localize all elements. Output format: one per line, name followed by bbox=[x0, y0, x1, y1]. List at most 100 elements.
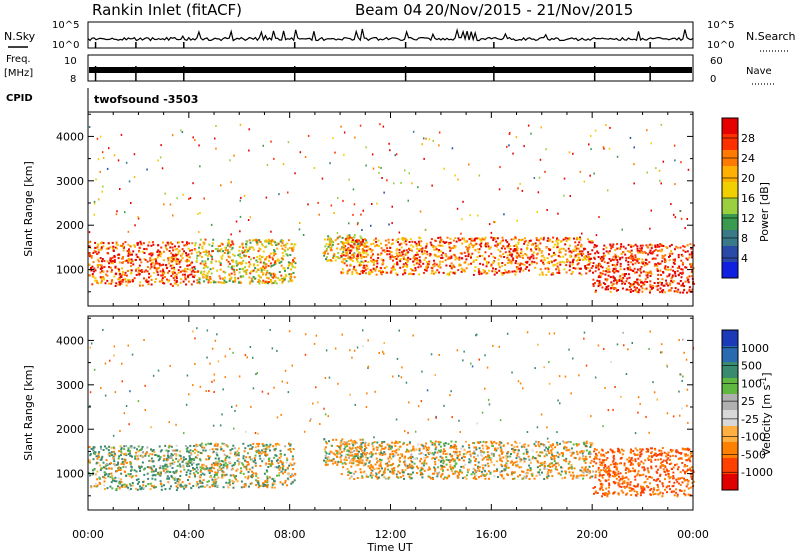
range-cell bbox=[433, 254, 436, 257]
range-cell bbox=[189, 459, 192, 462]
range-cell bbox=[115, 480, 118, 483]
range-cell bbox=[164, 463, 167, 466]
range-cell bbox=[461, 218, 463, 221]
range-cell bbox=[219, 250, 222, 253]
range-cell bbox=[133, 175, 136, 178]
range-cell bbox=[356, 255, 359, 258]
range-cell bbox=[138, 269, 141, 272]
range-cell bbox=[212, 250, 214, 252]
range-cell bbox=[245, 262, 248, 265]
range-cell bbox=[405, 253, 408, 256]
range-cell bbox=[128, 250, 131, 253]
range-cell bbox=[111, 479, 114, 482]
range-cell bbox=[219, 262, 222, 265]
range-cell bbox=[460, 447, 463, 450]
range-cell bbox=[537, 247, 540, 249]
range-cell bbox=[344, 258, 347, 260]
range-cell bbox=[669, 284, 671, 287]
range-cell bbox=[226, 252, 229, 255]
range-cell bbox=[663, 284, 666, 287]
range-cell bbox=[266, 444, 269, 447]
range-cell bbox=[225, 481, 228, 484]
range-cell bbox=[570, 463, 573, 466]
range-cell bbox=[263, 269, 266, 271]
range-cell bbox=[642, 281, 644, 284]
range-cell bbox=[93, 485, 96, 488]
range-cell bbox=[323, 251, 326, 254]
range-cell bbox=[408, 247, 410, 250]
range-cell bbox=[119, 454, 122, 457]
range-cell bbox=[556, 262, 559, 265]
range-cell bbox=[169, 264, 172, 267]
range-cell bbox=[171, 449, 174, 452]
range-cell bbox=[430, 243, 433, 246]
range-cell bbox=[359, 459, 362, 462]
range-cell bbox=[272, 273, 275, 276]
range-cell bbox=[674, 248, 676, 251]
range-cell bbox=[490, 461, 493, 464]
range-cell bbox=[442, 450, 445, 453]
range-cell bbox=[252, 472, 255, 475]
range-cell bbox=[454, 174, 456, 177]
range-cell bbox=[352, 188, 355, 191]
range-cell bbox=[206, 467, 209, 470]
range-cell bbox=[216, 471, 219, 474]
range-cell bbox=[511, 460, 513, 463]
range-cell bbox=[246, 269, 249, 271]
range-cell bbox=[450, 454, 453, 457]
range-cell bbox=[266, 484, 269, 486]
range-cell bbox=[500, 463, 503, 466]
range-cell bbox=[377, 239, 380, 242]
range-cell bbox=[472, 467, 475, 470]
range-cell bbox=[553, 457, 556, 460]
range-cell bbox=[372, 452, 375, 455]
range-cell bbox=[154, 478, 157, 481]
range-cell bbox=[450, 247, 452, 250]
range-cell bbox=[165, 468, 168, 471]
range-cell bbox=[503, 469, 506, 472]
range-cell bbox=[149, 482, 152, 485]
range-cell bbox=[671, 274, 674, 277]
range-cell bbox=[267, 282, 270, 285]
range-cell bbox=[288, 273, 291, 276]
range-cell bbox=[458, 239, 461, 242]
range-cell bbox=[633, 258, 636, 261]
range-cell bbox=[125, 280, 127, 283]
range-cell bbox=[219, 264, 222, 266]
range-cell bbox=[614, 253, 617, 256]
range-cell bbox=[622, 281, 625, 284]
range-cell bbox=[122, 245, 125, 248]
range-cell bbox=[625, 288, 628, 291]
range-cell bbox=[507, 244, 510, 247]
range-cell bbox=[615, 282, 618, 285]
range-cell bbox=[539, 468, 542, 471]
range-cell bbox=[567, 462, 570, 465]
range-cell bbox=[128, 180, 131, 183]
range-cell bbox=[630, 249, 633, 252]
range-cell bbox=[160, 264, 163, 267]
range-cell bbox=[262, 444, 265, 447]
range-cell bbox=[424, 256, 427, 259]
range-cell bbox=[163, 484, 165, 487]
range-cell bbox=[192, 485, 195, 487]
range-cell bbox=[243, 465, 246, 468]
range-cell bbox=[292, 246, 295, 249]
range-cell bbox=[270, 280, 273, 283]
range-cell bbox=[208, 457, 211, 460]
range-cell bbox=[583, 180, 586, 183]
range-cell bbox=[202, 463, 205, 466]
range-cell bbox=[363, 449, 366, 452]
range-cell bbox=[365, 245, 368, 248]
range-cell bbox=[162, 467, 165, 470]
range-cell bbox=[191, 275, 194, 278]
range-cell bbox=[254, 459, 256, 462]
range-cell bbox=[516, 219, 518, 222]
range-cell bbox=[131, 455, 133, 458]
range-cell bbox=[99, 445, 102, 448]
range-cell bbox=[587, 251, 590, 254]
range-cell bbox=[467, 251, 470, 254]
range-cell bbox=[194, 475, 197, 478]
range-cell bbox=[232, 243, 235, 246]
range-cell bbox=[442, 251, 445, 254]
range-cell bbox=[563, 470, 566, 473]
